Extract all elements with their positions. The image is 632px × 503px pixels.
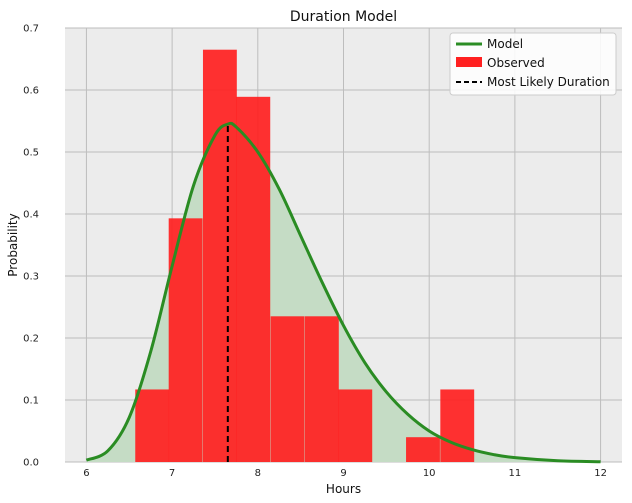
legend-observed-label: Observed [487, 56, 545, 70]
observed-bar [236, 96, 271, 462]
x-tick-label: 9 [340, 468, 346, 479]
observed-bar [304, 316, 339, 462]
axis-ticks: 6 7 8 9 10 11 12 0.0 0.1 0.2 0.3 0.4 0.5 0.6 0.7 [23, 24, 607, 480]
observed-bar [440, 389, 475, 462]
model-line [85, 121, 601, 464]
y-tick-label: 0.5 [23, 148, 39, 159]
x-tick-label: 7 [169, 468, 175, 479]
y-tick-label: 0.3 [23, 272, 39, 283]
x-tick-label: 10 [423, 468, 436, 479]
y-tick-label: 0.7 [23, 24, 39, 35]
legend: Model Observed Most Likely Duration [449, 32, 617, 96]
y-tick-label: 0.1 [23, 396, 39, 407]
x-tick-label: 12 [594, 468, 607, 479]
observed-bar [270, 316, 305, 462]
x-tick-label: 11 [509, 468, 522, 479]
x-tick-label: 6 [83, 468, 89, 479]
legend-box [449, 32, 617, 96]
observed-bar [202, 49, 237, 462]
observed-bar [338, 389, 373, 462]
watermark: 云栖社区 yq.aliyun.com [418, 475, 622, 496]
x-tick-label: 8 [255, 468, 261, 479]
legend-model-label: Model [487, 37, 523, 51]
x-axis-label: Hours [326, 482, 361, 496]
observed-bar [135, 389, 170, 462]
y-tick-label: 0.6 [23, 86, 39, 97]
y-axis-label: Probability [6, 213, 20, 276]
y-tick-label: 0.2 [23, 334, 39, 345]
y-tick-label: 0.4 [23, 210, 39, 221]
chart-title: Duration Model [290, 9, 397, 25]
legend-most-likely-label: Most Likely Duration [487, 75, 610, 89]
observed-bar [406, 437, 440, 462]
legend-observed-swatch [456, 57, 482, 67]
y-tick-label: 0.0 [23, 458, 39, 469]
